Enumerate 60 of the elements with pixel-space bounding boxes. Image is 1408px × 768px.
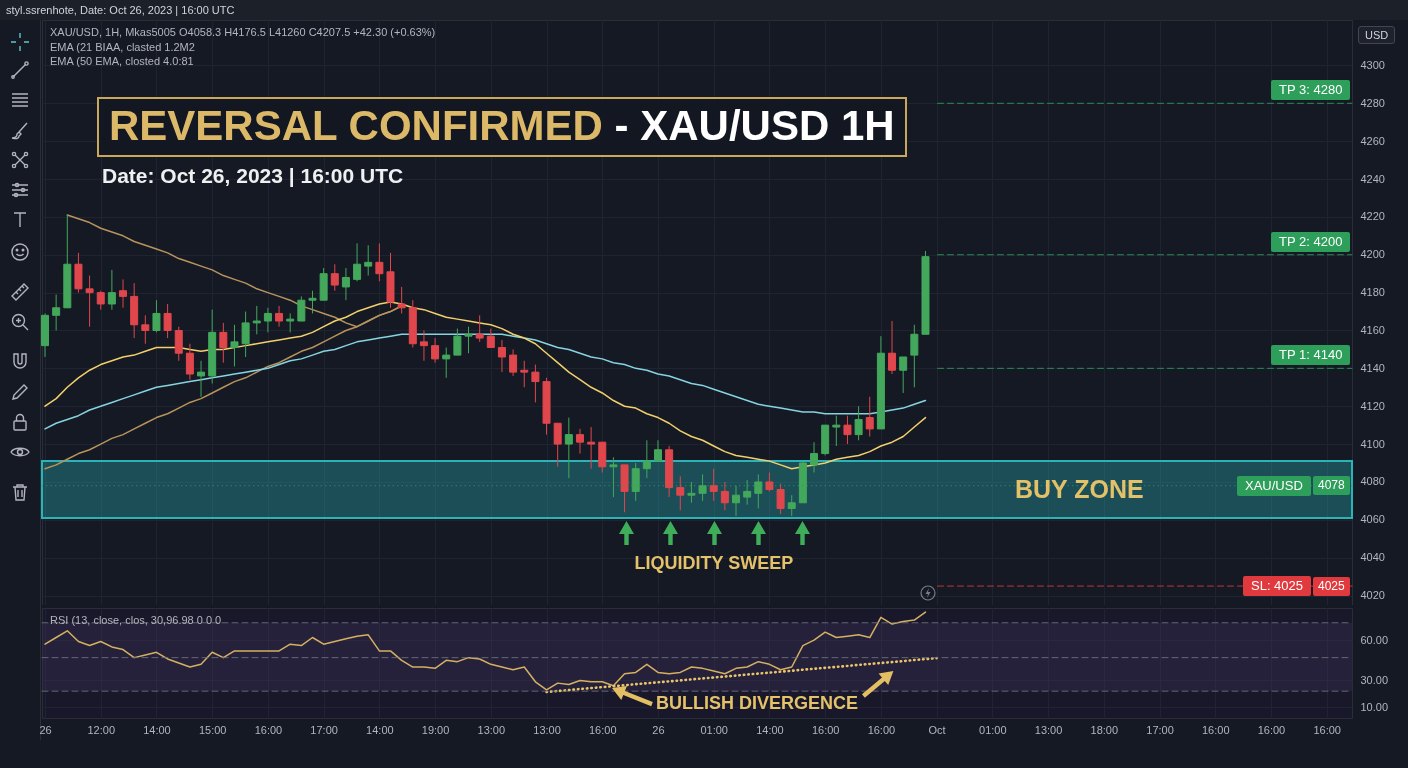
y-tick-label: 60.00 bbox=[1360, 633, 1389, 646]
x-tick-label: 15:00 bbox=[198, 723, 227, 736]
x-tick-label: 17:00 bbox=[1146, 723, 1174, 736]
x-tick-label: 12:00 bbox=[87, 723, 115, 736]
y-axis-title: USD bbox=[1358, 26, 1396, 44]
band-label: BUY ZONE bbox=[1015, 475, 1144, 504]
y-tick-label: 4040 bbox=[1360, 551, 1385, 564]
ref-line-label: TP 2: 4200 bbox=[1271, 231, 1351, 252]
x-tick-label: 13:00 bbox=[1034, 723, 1063, 736]
y-tick-label: 10.00 bbox=[1360, 700, 1389, 713]
annotation: EMA (50 EMA, closted 4.0:81 bbox=[50, 55, 194, 68]
ref-line-label: SL: 4025 bbox=[1243, 576, 1312, 597]
x-tick-label: 18:00 bbox=[1090, 723, 1119, 736]
text: Date: Oct 26, 2023 | 16:00 UTC bbox=[102, 164, 404, 188]
x-tick-label: 16:00 bbox=[589, 723, 617, 736]
y-tick-label: 4180 bbox=[1360, 286, 1385, 299]
annotation: XAU/USD, 1H, Mkas5005 O4058.3 H4176.5 L41260 C4207.5 +42.30 (+0.63%) bbox=[50, 26, 436, 39]
x-tick-label: 16:00 bbox=[1257, 723, 1286, 736]
x-tick-label: 14:00 bbox=[756, 723, 784, 736]
x-tick-label: 17:00 bbox=[310, 723, 338, 736]
y-tick-label: 4140 bbox=[1360, 361, 1385, 374]
y-tick-label: 30.00 bbox=[1360, 673, 1389, 686]
ref-line-label: XAU/USD bbox=[1237, 475, 1311, 496]
x-tick-label: 16:00 bbox=[1201, 723, 1230, 736]
y-tick-label: 4200 bbox=[1360, 248, 1385, 261]
x-tick-label: 13:00 bbox=[533, 723, 561, 736]
x-tick-label: 26 bbox=[39, 723, 52, 736]
annotation: LIQUIDITY SWEEP bbox=[634, 552, 794, 574]
y-tick-label: 4060 bbox=[1360, 513, 1385, 526]
y-tick-label: 4080 bbox=[1360, 475, 1385, 488]
text: styl.ssrenhote, Date: Oct 26, 2023 | 16:00 UTC bbox=[6, 3, 235, 17]
x-tick-label: 19:00 bbox=[421, 723, 450, 736]
y-tick-label: 4260 bbox=[1360, 134, 1385, 147]
x-tick-label: 16:00 bbox=[1313, 723, 1341, 736]
x-tick-label: 13:00 bbox=[477, 723, 506, 736]
annotation: 4025 bbox=[1313, 576, 1350, 596]
annotation: EMA (21 BIAA, clasted 1.2M2 bbox=[50, 40, 195, 54]
x-tick-label: 14:00 bbox=[366, 723, 394, 736]
y-tick-label: 4160 bbox=[1360, 323, 1385, 336]
text: REVERSAL CONFIRMED - XAU/USD 1H bbox=[109, 102, 895, 149]
x-tick-label: 26 bbox=[652, 723, 665, 736]
annotation: RSI (13, close, clos, 30,96.98 0 0 0 bbox=[50, 614, 222, 627]
x-tick-label: 01:00 bbox=[979, 723, 1007, 736]
x-tick-label: 01:00 bbox=[700, 723, 728, 736]
ref-line-label: TP 3: 4280 bbox=[1271, 80, 1351, 101]
x-tick-label: 14:00 bbox=[143, 723, 171, 736]
y-tick-label: 4120 bbox=[1360, 399, 1385, 412]
y-tick-label: 4020 bbox=[1360, 589, 1385, 602]
ref-line-label: TP 1: 4140 bbox=[1271, 345, 1351, 366]
annotation: 4078 bbox=[1313, 476, 1350, 496]
x-tick-label: Oct bbox=[928, 723, 946, 736]
x-tick-label: 16:00 bbox=[867, 723, 896, 736]
y-tick-label: 4220 bbox=[1360, 210, 1385, 223]
y-tick-label: 4100 bbox=[1360, 437, 1385, 450]
y-tick-label: 4300 bbox=[1360, 58, 1385, 71]
y-tick-label: 4240 bbox=[1360, 172, 1385, 185]
y-tick-label: 4280 bbox=[1360, 96, 1385, 109]
x-tick-label: 16:00 bbox=[811, 723, 840, 736]
annotation: BULLISH DIVERGENCE bbox=[656, 692, 859, 714]
x-tick-label: 16:00 bbox=[254, 723, 283, 736]
